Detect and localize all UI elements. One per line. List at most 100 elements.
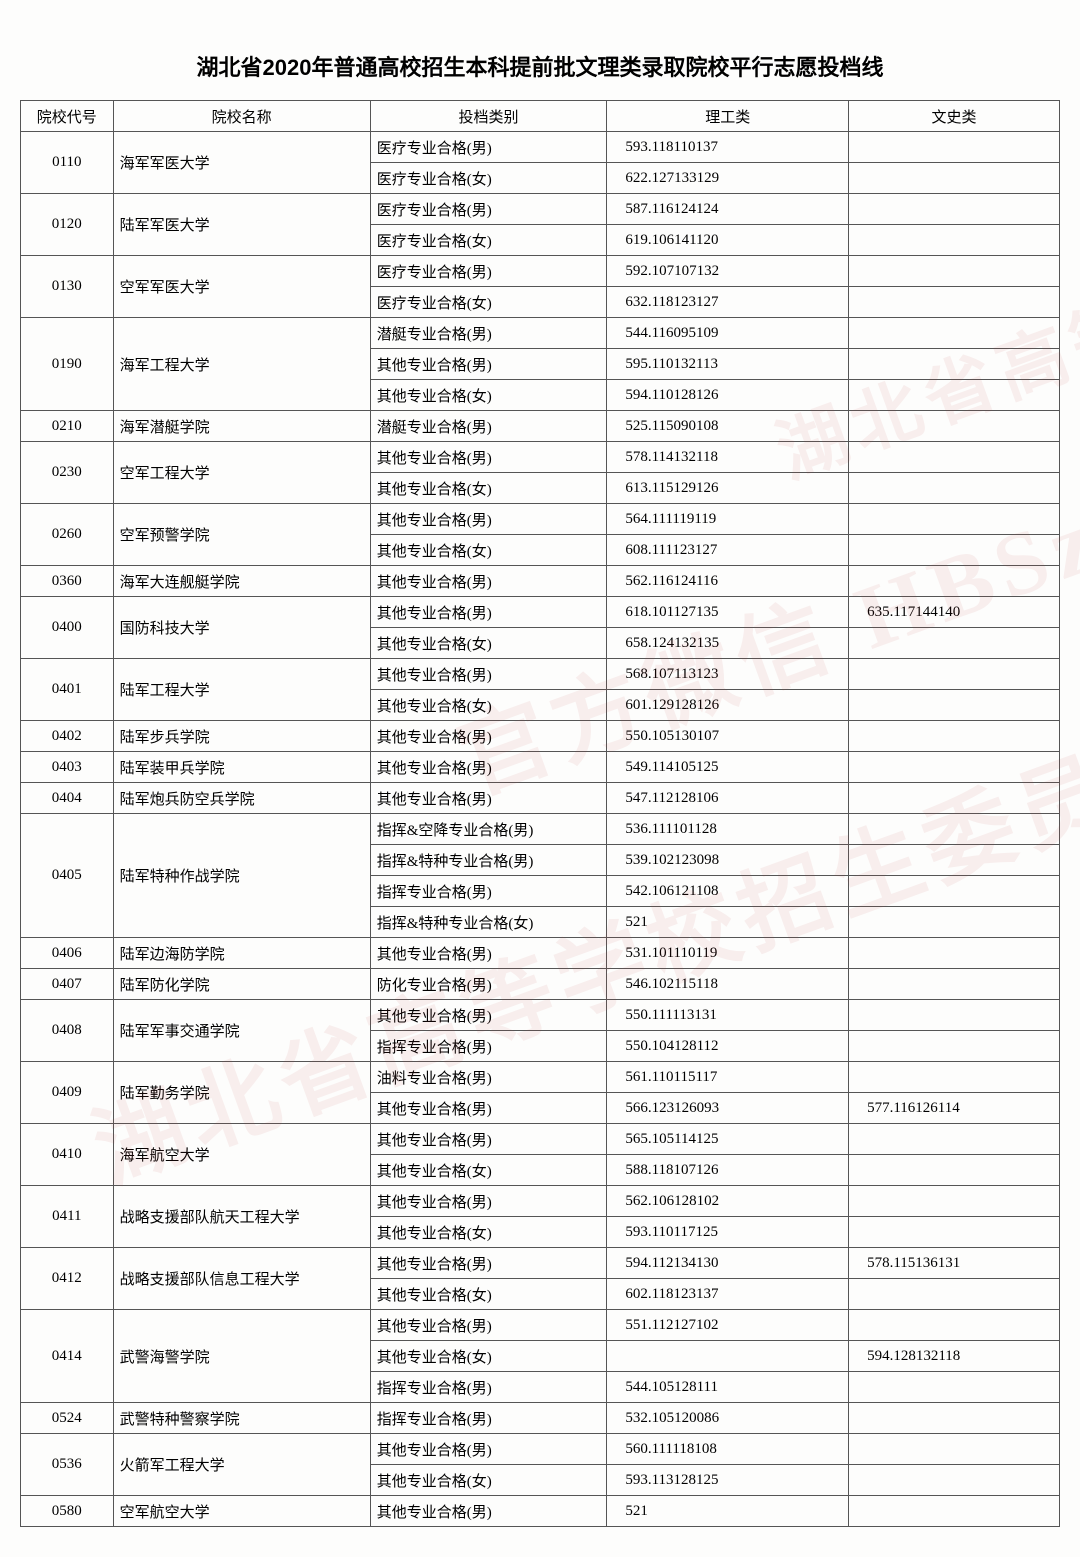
- cell-sci: 594.112134130: [607, 1248, 849, 1279]
- cell-type: 其他专业合格(男): [370, 1496, 607, 1527]
- table-row: 0409陆军勤务学院油料专业合格(男)561.110115117: [21, 1062, 1060, 1093]
- cell-name: 空军航空大学: [113, 1496, 370, 1527]
- cell-code: 0230: [21, 442, 114, 504]
- cell-sci: 521: [607, 1496, 849, 1527]
- table-row: 0407陆军防化学院防化专业合格(男)546.102115118: [21, 969, 1060, 1000]
- cell-type: 潜艇专业合格(男): [370, 411, 607, 442]
- cell-art: [849, 194, 1060, 225]
- cell-name: 战略支援部队信息工程大学: [113, 1248, 370, 1310]
- cell-art: [849, 1155, 1060, 1186]
- cell-code: 0110: [21, 132, 114, 194]
- cell-name: 空军军医大学: [113, 256, 370, 318]
- table-row: 0406陆军边海防学院其他专业合格(男)531.101110119: [21, 938, 1060, 969]
- cell-sci: 546.102115118: [607, 969, 849, 1000]
- cell-type: 其他专业合格(男): [370, 1310, 607, 1341]
- cell-sci: 608.111123127: [607, 535, 849, 566]
- cell-code: 0360: [21, 566, 114, 597]
- cell-sci: 542.106121108: [607, 876, 849, 907]
- cell-art: [849, 752, 1060, 783]
- cell-sci: 550.105130107: [607, 721, 849, 752]
- cell-name: 陆军军事交通学院: [113, 1000, 370, 1062]
- table-row: 0404陆军炮兵防空兵学院其他专业合格(男)547.112128106: [21, 783, 1060, 814]
- table-row: 0524武警特种警察学院指挥专业合格(男)532.105120086: [21, 1403, 1060, 1434]
- cell-art: [849, 256, 1060, 287]
- cell-type: 其他专业合格(男): [370, 1434, 607, 1465]
- cell-code: 0409: [21, 1062, 114, 1124]
- cell-code: 0407: [21, 969, 114, 1000]
- cell-sci: 601.129128126: [607, 690, 849, 721]
- cell-type: 其他专业合格(女): [370, 1279, 607, 1310]
- cell-art: [849, 163, 1060, 194]
- cell-type: 其他专业合格(男): [370, 938, 607, 969]
- cell-sci: 536.111101128: [607, 814, 849, 845]
- cell-sci: 602.118123137: [607, 1279, 849, 1310]
- cell-sci: 525.115090108: [607, 411, 849, 442]
- cell-code: 0405: [21, 814, 114, 938]
- cell-art: [849, 1310, 1060, 1341]
- cell-art: [849, 845, 1060, 876]
- cell-type: 其他专业合格(女): [370, 473, 607, 504]
- cell-type: 其他专业合格(男): [370, 442, 607, 473]
- cell-sci: 588.118107126: [607, 1155, 849, 1186]
- cell-name: 陆军炮兵防空兵学院: [113, 783, 370, 814]
- cell-name: 空军工程大学: [113, 442, 370, 504]
- cell-type: 其他专业合格(女): [370, 1155, 607, 1186]
- cell-type: 医疗专业合格(男): [370, 194, 607, 225]
- cell-sci: 562.116124116: [607, 566, 849, 597]
- cell-art: 577.116126114: [849, 1093, 1060, 1124]
- col-name: 院校名称: [113, 101, 370, 132]
- col-code: 院校代号: [21, 101, 114, 132]
- cell-type: 其他专业合格(女): [370, 628, 607, 659]
- table-row: 0230空军工程大学其他专业合格(男)578.114132118: [21, 442, 1060, 473]
- cell-code: 0401: [21, 659, 114, 721]
- cell-name: 海军潜艇学院: [113, 411, 370, 442]
- table-row: 0401陆军工程大学其他专业合格(男)568.107113123: [21, 659, 1060, 690]
- table-row: 0260空军预警学院其他专业合格(男)564.111119119: [21, 504, 1060, 535]
- cell-code: 0120: [21, 194, 114, 256]
- table-row: 0408陆军军事交通学院其他专业合格(男)550.111113131: [21, 1000, 1060, 1031]
- cell-type: 指挥专业合格(男): [370, 1372, 607, 1403]
- cell-code: 0190: [21, 318, 114, 411]
- cell-name: 陆军军医大学: [113, 194, 370, 256]
- cell-name: 海军大连舰艇学院: [113, 566, 370, 597]
- cell-sci: 564.111119119: [607, 504, 849, 535]
- cell-name: 海军航空大学: [113, 1124, 370, 1186]
- cell-sci: 561.110115117: [607, 1062, 849, 1093]
- cell-sci: 549.114105125: [607, 752, 849, 783]
- cell-type: 指挥&特种专业合格(女): [370, 907, 607, 938]
- cell-name: 海军军医大学: [113, 132, 370, 194]
- cell-type: 其他专业合格(男): [370, 659, 607, 690]
- table-header-row: 院校代号 院校名称 投档类别 理工类 文史类: [21, 101, 1060, 132]
- cell-type: 其他专业合格(男): [370, 1248, 607, 1279]
- cell-code: 0410: [21, 1124, 114, 1186]
- cell-sci: 632.118123127: [607, 287, 849, 318]
- cell-code: 0406: [21, 938, 114, 969]
- table-row: 0402陆军步兵学院其他专业合格(男)550.105130107: [21, 721, 1060, 752]
- cell-art: [849, 1279, 1060, 1310]
- cell-sci: 593.110117125: [607, 1217, 849, 1248]
- table-row: 0414武警海警学院其他专业合格(男)551.112127102: [21, 1310, 1060, 1341]
- cell-code: 0400: [21, 597, 114, 659]
- cell-sci: 593.118110137: [607, 132, 849, 163]
- table-row: 0360海军大连舰艇学院其他专业合格(男)562.116124116: [21, 566, 1060, 597]
- table-row: 0110海军军医大学医疗专业合格(男)593.118110137: [21, 132, 1060, 163]
- cell-type: 其他专业合格(男): [370, 752, 607, 783]
- cell-sci: 544.116095109: [607, 318, 849, 349]
- cell-art: 594.128132118: [849, 1341, 1060, 1372]
- cell-name: 战略支援部队航天工程大学: [113, 1186, 370, 1248]
- table-row: 0405陆军特种作战学院指挥&空降专业合格(男)536.111101128: [21, 814, 1060, 845]
- cell-sci: 578.114132118: [607, 442, 849, 473]
- cell-art: [849, 628, 1060, 659]
- cell-type: 其他专业合格(男): [370, 1124, 607, 1155]
- cell-art: [849, 535, 1060, 566]
- cell-code: 0414: [21, 1310, 114, 1403]
- cell-sci: 547.112128106: [607, 783, 849, 814]
- cell-art: [849, 349, 1060, 380]
- table-row: 0536火箭军工程大学其他专业合格(男)560.111118108: [21, 1434, 1060, 1465]
- cell-type: 油料专业合格(男): [370, 1062, 607, 1093]
- cell-art: [849, 1031, 1060, 1062]
- table-row: 0190海军工程大学潜艇专业合格(男)544.116095109: [21, 318, 1060, 349]
- score-table: 院校代号 院校名称 投档类别 理工类 文史类 0110海军军医大学医疗专业合格(…: [20, 100, 1060, 1527]
- cell-code: 0403: [21, 752, 114, 783]
- cell-sci: 539.102123098: [607, 845, 849, 876]
